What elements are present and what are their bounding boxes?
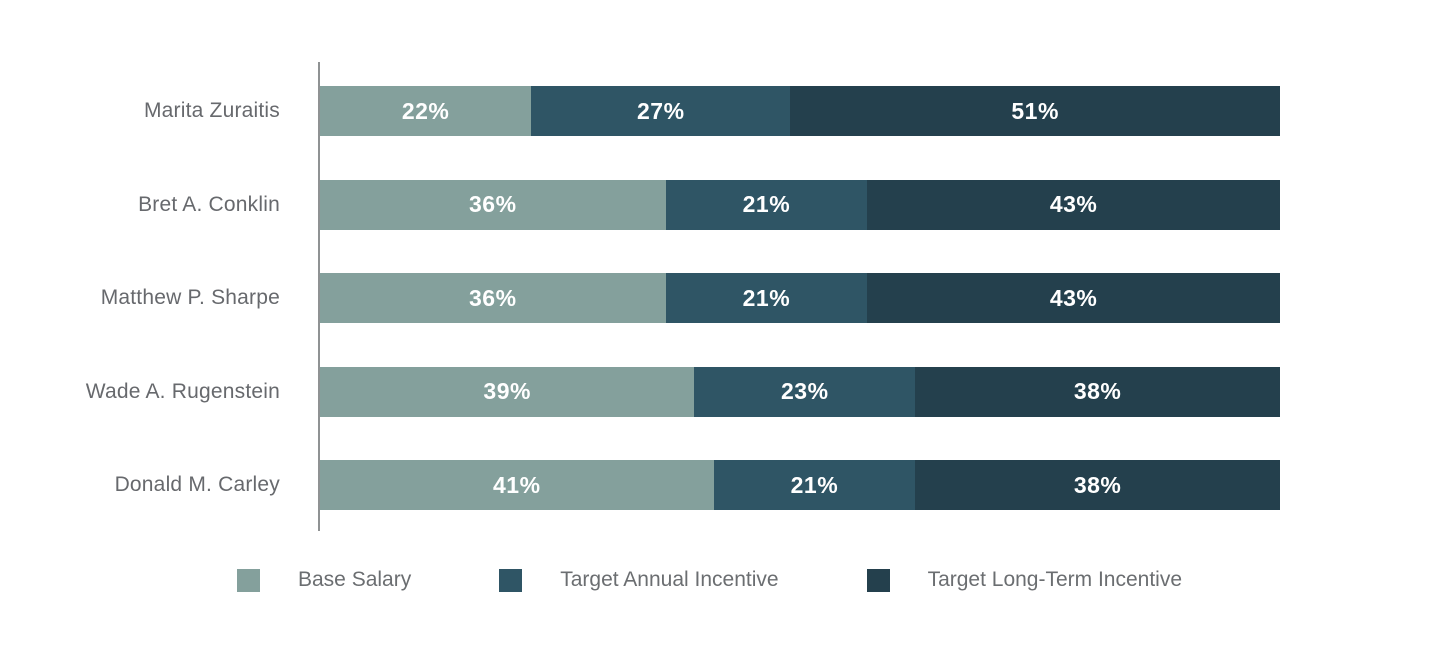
category-label: Wade A. Rugenstein: [85, 379, 280, 403]
legend-swatch-icon: [866, 568, 890, 592]
bar-segment: 43%: [867, 179, 1280, 230]
bar-segment: 21%: [665, 179, 868, 230]
legend-label: Target Annual Incentive: [560, 568, 779, 591]
bar-rows: Marita Zuraitis 22% 27% 51% Bret A. Conklin 3…: [0, 86, 1440, 554]
table-row: Wade A. Rugenstein 39% 23% 38%: [0, 366, 1440, 417]
bar-track: 36% 21% 43%: [320, 273, 1280, 323]
category-label: Matthew P. Sharpe: [100, 286, 280, 309]
category-label: Marita Zuraitis: [143, 99, 280, 122]
bar-segment: 39%: [320, 366, 695, 417]
legend-item: Base Salary: [237, 568, 411, 592]
bar-segment: 22%: [320, 86, 532, 136]
table-row: Bret A. Conklin 36% 21% 43%: [0, 179, 1440, 230]
category-label: Donald M. Carley: [114, 473, 280, 496]
legend-item: Target Long-Term Incentive: [866, 568, 1183, 592]
bar-segment: 36%: [320, 273, 666, 323]
bar-segment: 23%: [694, 366, 916, 417]
y-axis-line: [318, 62, 320, 531]
category-label: Bret A. Conklin: [138, 192, 280, 216]
bar-segment: 43%: [867, 273, 1280, 323]
bar-segment: 27%: [531, 86, 791, 136]
legend-label: Base Salary: [298, 568, 412, 591]
bar-segment: 51%: [790, 86, 1280, 136]
table-row: Donald M. Carley 41% 21% 38%: [0, 460, 1440, 510]
bar-track: 36% 21% 43%: [320, 179, 1280, 230]
bar-track: 41% 21% 38%: [320, 460, 1280, 510]
chart-legend: Base Salary Target Annual Incentive Target…: [237, 568, 1182, 592]
legend-swatch-icon: [499, 568, 523, 592]
bar-track: 22% 27% 51%: [320, 86, 1280, 136]
table-row: Marita Zuraitis 22% 27% 51%: [0, 86, 1440, 136]
bar-segment: 38%: [915, 460, 1280, 510]
bar-segment: 21%: [713, 460, 916, 510]
bar-segment: 38%: [915, 366, 1280, 417]
legend-swatch-icon: [237, 568, 260, 592]
bar-segment: 21%: [665, 273, 868, 323]
legend-label: Target Long-Term Incentive: [927, 568, 1183, 591]
bar-segment: 41%: [320, 460, 714, 510]
bar-segment: 36%: [320, 179, 666, 230]
legend-item: Target Annual Incentive: [499, 568, 779, 592]
table-row: Matthew P. Sharpe 36% 21% 43%: [0, 273, 1440, 323]
bar-track: 39% 23% 38%: [320, 366, 1280, 417]
